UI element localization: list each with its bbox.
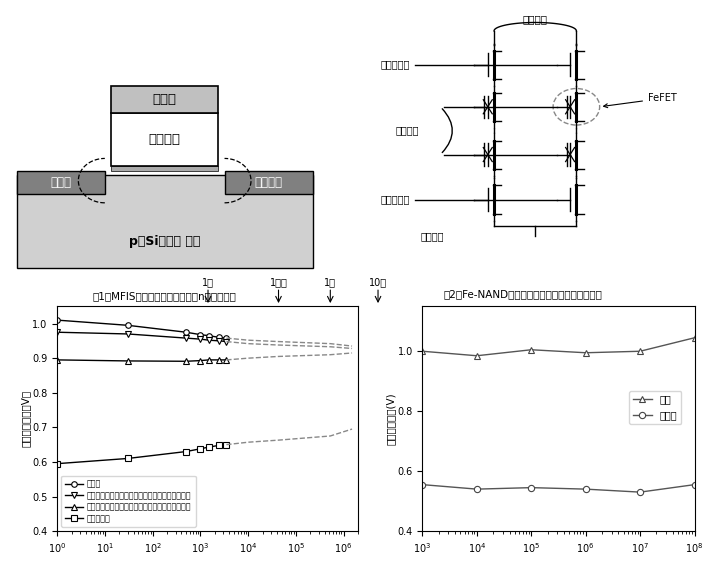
書き込み後: [215, 442, 223, 448]
消去: [636, 348, 644, 355]
Bar: [225, 171, 313, 194]
消去後: [182, 329, 190, 336]
Legend: 消去, 書込み: 消去, 書込み: [629, 391, 682, 424]
Y-axis label: しきい値電圧（V）: しきい値電圧（V）: [21, 390, 31, 447]
Bar: [111, 166, 218, 171]
書き込みディスターブ後（ビット線共有の場合）: [215, 356, 223, 363]
書き込み後: [123, 455, 132, 462]
書き込みディスターブ後（ビット線共有の場合）: [123, 357, 132, 364]
書き込み後: [196, 446, 205, 452]
Text: 1ヶ月: 1ヶ月: [269, 277, 287, 287]
Text: 選択ゲート: 選択ゲート: [380, 60, 410, 70]
書き込み後: [222, 441, 231, 448]
Line: 消去: 消去: [420, 334, 697, 359]
書き込みディスターブ後（ビット線共有の場合）: [53, 356, 62, 363]
書込み: [581, 486, 590, 492]
Bar: [16, 171, 105, 194]
Text: ドレイン: ドレイン: [255, 176, 283, 189]
書き込みディスターブ後（ワード線共有の場合）: [215, 338, 223, 345]
Text: 選択ゲート: 選択ゲート: [380, 194, 410, 205]
Line: 消去後: 消去後: [54, 318, 229, 341]
書き込みディスターブ後（ワード線共有の場合）: [205, 337, 213, 343]
X-axis label: 書き換え回数（回）: 書き換え回数（回）: [531, 560, 586, 562]
Text: FeFET: FeFET: [604, 93, 677, 108]
消去後: [196, 331, 205, 338]
消去後: [123, 322, 132, 329]
消去: [527, 346, 536, 353]
Text: ソース線: ソース線: [420, 231, 444, 241]
Text: ビット線: ビット線: [523, 14, 548, 24]
Text: 10年: 10年: [369, 277, 387, 287]
書き込みディスターブ後（ワード線共有の場合）: [182, 335, 190, 342]
Text: 1日: 1日: [202, 277, 214, 287]
Text: 強誘電体: 強誘電体: [149, 133, 180, 146]
書き込みディスターブ後（ビット線共有の場合）: [196, 357, 205, 364]
書き込みディスターブ後（ビット線共有の場合）: [205, 356, 213, 363]
X-axis label: データ保持時間（分）: データ保持時間（分）: [176, 560, 239, 562]
書き込みディスターブ後（ワード線共有の場合）: [222, 338, 231, 345]
書込み: [690, 481, 699, 488]
消去後: [215, 334, 223, 341]
Y-axis label: しきい値電圧(V): しきい値電圧(V): [386, 392, 396, 445]
書き込み後: [53, 460, 62, 467]
Legend: 消去後, 書き込みディスターブ後（ワード線共有の場合）, 書き込みディスターブ後（ビット線共有の場合）, 書き込み後: 消去後, 書き込みディスターブ後（ワード線共有の場合）, 書き込みディスターブ後…: [62, 476, 195, 527]
消去: [690, 334, 699, 341]
書込み: [418, 481, 427, 488]
Bar: [111, 87, 218, 113]
書き込みディスターブ後（ワード線共有の場合）: [53, 329, 62, 336]
Text: 図1　MFISゲート積層構造をもつnチャネル型: 図1 MFISゲート積層構造をもつnチャネル型: [93, 292, 236, 302]
Line: 書き込みディスターブ後（ビット線共有の場合）: 書き込みディスターブ後（ビット線共有の場合）: [54, 357, 229, 364]
Text: 1年: 1年: [324, 277, 337, 287]
書き込みディスターブ後（ワード線共有の場合）: [196, 336, 205, 342]
消去後: [53, 317, 62, 324]
書込み: [636, 489, 644, 496]
消去後: [222, 335, 231, 342]
Line: 書き込みディスターブ後（ワード線共有の場合）: 書き込みディスターブ後（ワード線共有の場合）: [54, 329, 229, 345]
消去: [418, 348, 427, 355]
Bar: [111, 113, 218, 166]
消去: [581, 350, 590, 356]
消去: [473, 352, 481, 359]
書込み: [527, 484, 536, 491]
Line: 書き込み後: 書き込み後: [54, 442, 229, 466]
Text: 図2　Fe-NANDフラッシュメモリーのアレイ構成: 図2 Fe-NANDフラッシュメモリーのアレイ構成: [443, 289, 602, 300]
Text: p型Si半導体 基板: p型Si半導体 基板: [129, 235, 200, 248]
Text: ワード線: ワード線: [395, 126, 419, 135]
書き込みディスターブ後（ワード線共有の場合）: [123, 330, 132, 337]
書き込みディスターブ後（ビット線共有の場合）: [182, 358, 190, 365]
消去後: [205, 332, 213, 339]
Line: 書込み: 書込み: [420, 482, 697, 495]
Text: ソース: ソース: [50, 176, 71, 189]
書き込み後: [182, 448, 190, 455]
Text: ゲート: ゲート: [153, 93, 177, 106]
書込み: [473, 486, 481, 492]
書き込み後: [205, 443, 213, 450]
書き込みディスターブ後（ビット線共有の場合）: [222, 356, 231, 363]
Bar: [16, 175, 313, 268]
